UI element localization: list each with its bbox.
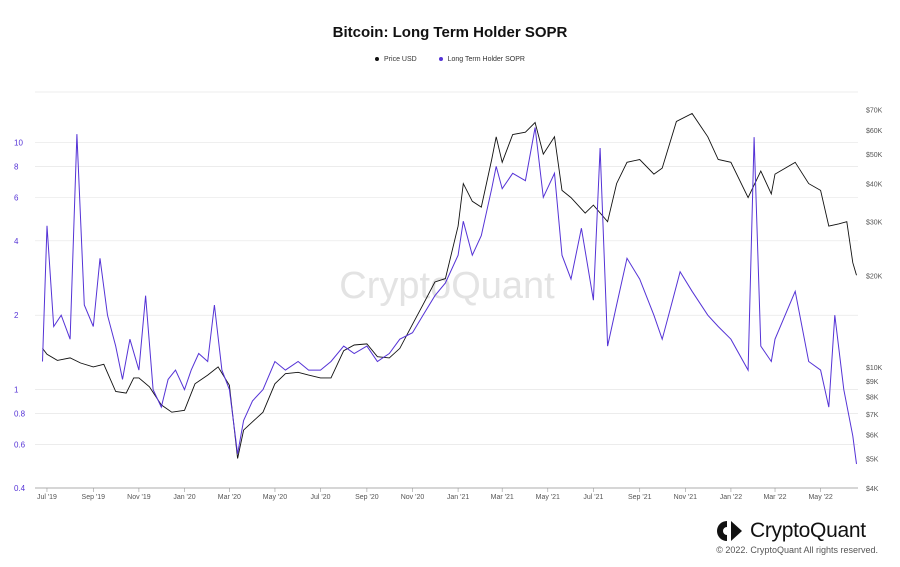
legend-item-sopr[interactable]: Long Term Holder SOPR bbox=[438, 56, 525, 63]
right-tick-label: $50K bbox=[866, 152, 883, 159]
left-tick-label: 6 bbox=[14, 193, 19, 202]
right-tick-label: $70K bbox=[866, 108, 883, 115]
x-tick-label: May '22 bbox=[808, 494, 832, 501]
x-tick-label: May '20 bbox=[263, 494, 287, 501]
x-axis: Jul '19 Sep '19 Nov '19 Jan '20 Mar '20 May '… bbox=[35, 487, 858, 501]
left-tick-label: 8 bbox=[14, 162, 19, 171]
legend-dot-price bbox=[375, 57, 380, 62]
x-tick-label: Sep '20 bbox=[355, 494, 379, 501]
x-tick-label: Jul '20 bbox=[311, 494, 331, 501]
x-tick-label: Mar '22 bbox=[763, 494, 786, 501]
right-tick-label: $10K bbox=[866, 365, 883, 372]
copyright-notice: © 2022. CryptoQuant All rights reserved. bbox=[716, 545, 878, 555]
x-tick-label: Nov '20 bbox=[401, 494, 425, 501]
right-tick-label: $40K bbox=[866, 182, 883, 189]
right-tick-label: $4K bbox=[866, 486, 879, 493]
x-tick-label: May '21 bbox=[536, 494, 560, 501]
right-tick-label: $8K bbox=[866, 394, 879, 401]
cryptoquant-logo: CryptoQuant bbox=[716, 517, 866, 545]
right-tick-label: $5K bbox=[866, 457, 879, 464]
x-tick-label: Jan '22 bbox=[720, 494, 742, 501]
chart-title: Bitcoin: Long Term Holder SOPR bbox=[332, 24, 568, 41]
x-tick-label: Mar '21 bbox=[491, 494, 514, 501]
right-tick-label: $60K bbox=[866, 128, 883, 135]
left-tick-label: 0.4 bbox=[14, 484, 26, 493]
x-tick-label: Mar '20 bbox=[218, 494, 241, 501]
left-axis: 0.4 0.6 0.8 1 2 4 6 8 10 bbox=[14, 138, 26, 493]
legend-item-price[interactable]: Price USD bbox=[375, 56, 417, 63]
x-tick-label: Jul '21 bbox=[583, 494, 603, 501]
left-tick-label: 0.8 bbox=[14, 410, 26, 419]
x-tick-label: Jul '19 bbox=[37, 494, 57, 501]
left-tick-label: 4 bbox=[14, 237, 19, 246]
x-tick-label: Nov '21 bbox=[674, 494, 698, 501]
x-tick-label: Jan '20 bbox=[173, 494, 195, 501]
legend-label-price: Price USD bbox=[384, 56, 417, 63]
x-tick-label: Sep '21 bbox=[628, 494, 652, 501]
logo-text: CryptoQuant bbox=[750, 519, 866, 542]
left-tick-label: 10 bbox=[14, 138, 23, 147]
right-axis: $4K $5K $6K $7K $8K $9K $10K $20K $30K $40K $50K $6… bbox=[866, 108, 883, 493]
cryptoquant-logo-icon bbox=[717, 521, 742, 541]
right-tick-label: $9K bbox=[866, 379, 879, 386]
left-tick-label: 2 bbox=[14, 311, 19, 320]
x-tick-label: Jan '21 bbox=[447, 494, 469, 501]
right-tick-label: $30K bbox=[866, 220, 883, 227]
right-tick-label: $7K bbox=[866, 412, 879, 419]
right-tick-label: $20K bbox=[866, 273, 883, 280]
legend-dot-sopr bbox=[438, 57, 443, 62]
chart-legend: Price USD Long Term Holder SOPR bbox=[0, 56, 900, 63]
price-series-line bbox=[42, 112, 857, 459]
x-tick-label: Nov '19 bbox=[127, 494, 151, 501]
legend-label-sopr: Long Term Holder SOPR bbox=[447, 56, 525, 63]
left-tick-label: 1 bbox=[14, 386, 19, 395]
right-tick-label: $6K bbox=[866, 432, 879, 439]
left-tick-label: 0.6 bbox=[14, 440, 26, 449]
sopr-series-line bbox=[42, 127, 857, 465]
x-tick-label: Sep '19 bbox=[82, 494, 106, 501]
